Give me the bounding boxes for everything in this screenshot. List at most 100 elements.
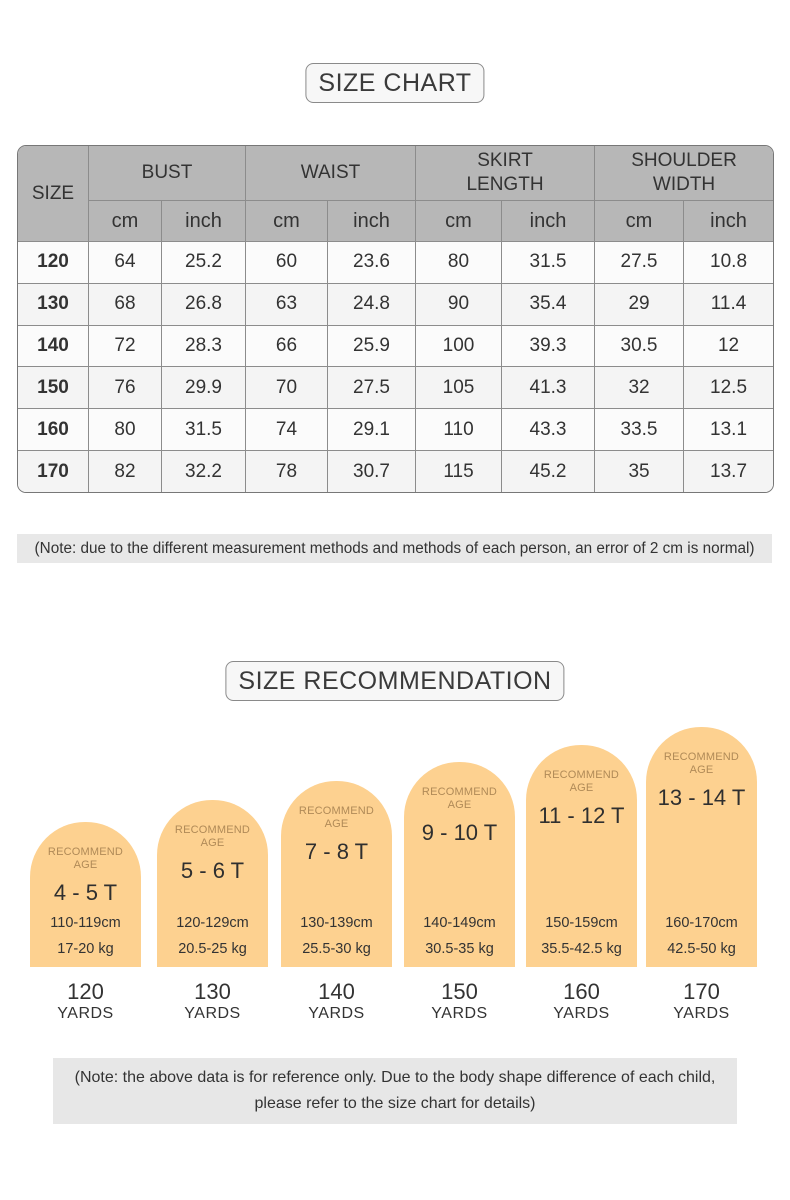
table-cell: 25.9 bbox=[328, 325, 416, 368]
table-cell: 90 bbox=[416, 283, 502, 326]
table-cell: 74 bbox=[246, 409, 328, 452]
recommend-age-label: RECOMMEND AGE bbox=[47, 846, 124, 871]
height-range: 160-170cm bbox=[665, 915, 738, 931]
table-cell: 28.3 bbox=[162, 325, 246, 368]
table-cell: 72 bbox=[89, 325, 162, 368]
weight-range: 20.5-25 kg bbox=[178, 941, 247, 957]
height-range: 110-119cm bbox=[50, 915, 121, 931]
table-row: 150 76 29.9 70 27.5 105 41.3 32 12.5 bbox=[18, 367, 774, 410]
recommend-age-label: RECOMMEND AGE bbox=[543, 769, 620, 794]
yard-unit: YARDS bbox=[673, 1005, 730, 1022]
yard-unit: YARDS bbox=[431, 1005, 488, 1022]
table-row: 160 80 31.5 74 29.1 110 43.3 33.5 13.1 bbox=[18, 409, 774, 452]
height-range: 130-139cm bbox=[300, 915, 373, 931]
yard-number: 150 bbox=[441, 979, 478, 1004]
unit-header: cm bbox=[416, 201, 502, 242]
yard-size-label: 160 YARDS bbox=[526, 980, 637, 1024]
yard-number: 170 bbox=[683, 979, 720, 1004]
age-range: 11 - 12 T bbox=[538, 803, 625, 828]
table-cell: 82 bbox=[89, 451, 162, 492]
unit-header: cm bbox=[246, 201, 328, 242]
table-cell: 105 bbox=[416, 367, 502, 410]
age-range: 4 - 5 T bbox=[53, 880, 118, 905]
size-chart-table: SIZE BUST WAIST SKIRT LENGTH SHOULDER WI… bbox=[17, 145, 775, 493]
size-cell: 170 bbox=[18, 451, 89, 492]
table-cell: 115 bbox=[416, 451, 502, 492]
size-recommendation-title: SIZE RECOMMENDATION bbox=[225, 661, 565, 701]
height-range: 140-149cm bbox=[423, 915, 496, 931]
table-cell: 80 bbox=[89, 409, 162, 452]
size-cell: 130 bbox=[18, 283, 89, 326]
table-cell: 10.8 bbox=[684, 242, 774, 284]
table-cell: 27.5 bbox=[595, 242, 685, 284]
weight-range: 42.5-50 kg bbox=[667, 941, 736, 957]
weight-range: 17-20 kg bbox=[57, 941, 114, 957]
table-cell: 31.5 bbox=[502, 242, 596, 284]
table-cell: 23.6 bbox=[328, 242, 416, 284]
reference-note-line2: please refer to the size chart for detai… bbox=[254, 1095, 536, 1112]
table-cell: 29.1 bbox=[328, 409, 416, 452]
age-range: 13 - 14 T bbox=[657, 785, 746, 810]
yard-size-label: 140 YARDS bbox=[281, 980, 392, 1024]
size-chart-title: SIZE CHART bbox=[305, 63, 485, 103]
waist-header: WAIST bbox=[246, 146, 416, 201]
yard-size-label: 120 YARDS bbox=[30, 980, 141, 1024]
table-cell: 35.4 bbox=[502, 283, 596, 326]
recommend-card: RECOMMEND AGE 9 - 10 T 140-149cm 30.5-35 kg bbox=[404, 762, 515, 967]
unit-header: cm bbox=[595, 201, 685, 242]
table-cell: 26.8 bbox=[162, 283, 246, 326]
table-cell: 13.1 bbox=[684, 409, 774, 452]
weight-range: 35.5-42.5 kg bbox=[541, 941, 622, 957]
table-cell: 30.5 bbox=[595, 325, 685, 368]
age-range: 9 - 10 T bbox=[421, 820, 498, 845]
yard-unit: YARDS bbox=[57, 1005, 114, 1022]
table-cell: 35 bbox=[595, 451, 685, 492]
table-cell: 27.5 bbox=[328, 367, 416, 410]
table-cell: 41.3 bbox=[502, 367, 596, 410]
table-cell: 76 bbox=[89, 367, 162, 410]
unit-header: inch bbox=[502, 201, 596, 242]
table-cell: 11.4 bbox=[684, 283, 774, 326]
yard-number: 140 bbox=[318, 979, 355, 1004]
recommend-card: RECOMMEND AGE 5 - 6 T 120-129cm 20.5-25 kg bbox=[157, 800, 268, 967]
reference-note: (Note: the above data is for reference o… bbox=[53, 1058, 737, 1124]
table-row: 170 82 32.2 78 30.7 115 45.2 35 13.7 bbox=[18, 451, 774, 492]
table-cell: 13.7 bbox=[684, 451, 774, 492]
weight-range: 25.5-30 kg bbox=[302, 941, 371, 957]
reference-note-line1: (Note: the above data is for reference o… bbox=[74, 1069, 716, 1086]
recommend-card: RECOMMEND AGE 4 - 5 T 110-119cm 17-20 kg bbox=[30, 822, 141, 967]
unit-header: inch bbox=[328, 201, 416, 242]
table-cell: 64 bbox=[89, 242, 162, 284]
table-cell: 100 bbox=[416, 325, 502, 368]
yard-unit: YARDS bbox=[184, 1005, 241, 1022]
table-cell: 45.2 bbox=[502, 451, 596, 492]
table-cell: 29.9 bbox=[162, 367, 246, 410]
recommend-age-label: RECOMMEND AGE bbox=[298, 805, 375, 830]
table-cell: 80 bbox=[416, 242, 502, 284]
bust-header: BUST bbox=[89, 146, 246, 201]
table-cell: 78 bbox=[246, 451, 328, 492]
table-cell: 12.5 bbox=[684, 367, 774, 410]
recommend-card: RECOMMEND AGE 11 - 12 T 150-159cm 35.5-42.5… bbox=[526, 745, 637, 967]
age-range: 7 - 8 T bbox=[304, 839, 369, 864]
yard-unit: YARDS bbox=[308, 1005, 365, 1022]
table-cell: 24.8 bbox=[328, 283, 416, 326]
yard-number: 120 bbox=[67, 979, 104, 1004]
table-cell: 66 bbox=[246, 325, 328, 368]
table-cell: 32 bbox=[595, 367, 685, 410]
unit-header: inch bbox=[684, 201, 774, 242]
table-row: 130 68 26.8 63 24.8 90 35.4 29 11.4 bbox=[18, 283, 774, 326]
table-cell: 68 bbox=[89, 283, 162, 326]
table-cell: 43.3 bbox=[502, 409, 596, 452]
yard-number: 130 bbox=[194, 979, 231, 1004]
age-range: 5 - 6 T bbox=[180, 858, 245, 883]
weight-range: 30.5-35 kg bbox=[425, 941, 494, 957]
size-cell: 120 bbox=[18, 242, 89, 284]
size-cell: 140 bbox=[18, 325, 89, 368]
table-cell: 110 bbox=[416, 409, 502, 452]
size-cell: 160 bbox=[18, 409, 89, 452]
recommend-card: RECOMMEND AGE 7 - 8 T 130-139cm 25.5-30 kg bbox=[281, 781, 392, 967]
shoulder-width-header: SHOULDER WIDTH bbox=[595, 146, 774, 201]
table-cell: 25.2 bbox=[162, 242, 246, 284]
table-cell: 70 bbox=[246, 367, 328, 410]
